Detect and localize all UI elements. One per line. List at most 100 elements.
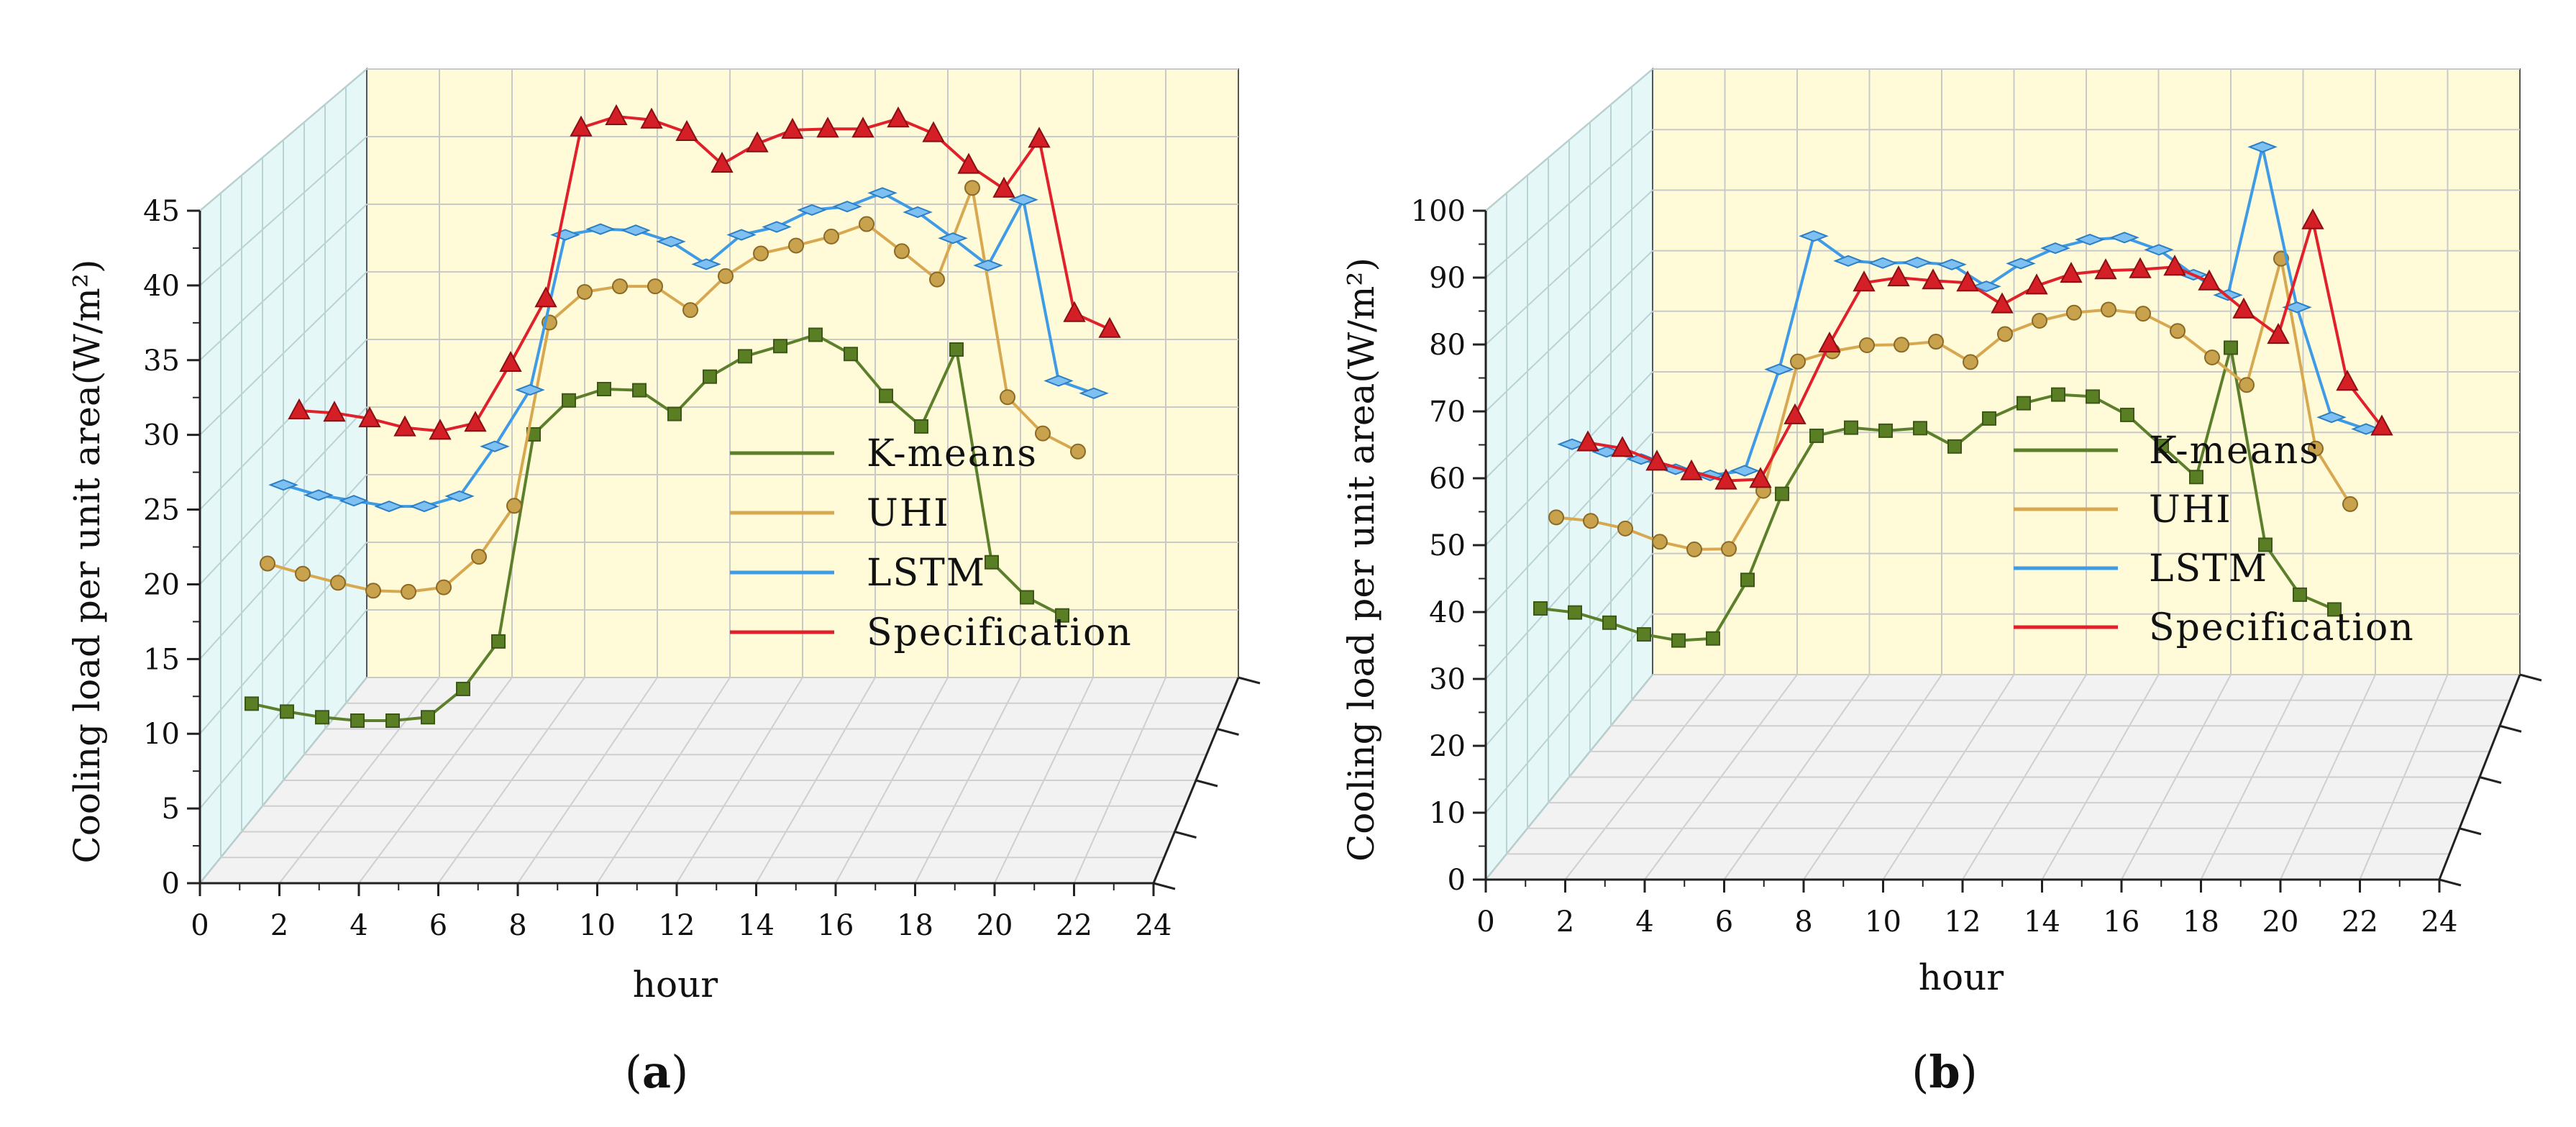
data-point [365,583,381,599]
depth-tick [2479,776,2502,784]
data-point [2370,414,2393,436]
data-point [682,302,698,319]
data-point [753,245,769,262]
data-point [471,549,487,565]
data-point [436,579,452,596]
data-point [570,115,593,137]
x-tick-label: 16 [2104,905,2140,939]
data-point [675,119,698,141]
data-point [1740,572,1755,588]
x-tick-label: 22 [1056,909,1092,942]
data-point [2239,377,2255,393]
data-point [2204,350,2220,366]
data-point [2075,234,2105,246]
data-point [1878,423,1893,438]
series-uhi [1548,250,2358,557]
data-point [1809,428,1824,443]
data-point [1055,608,1069,623]
data-point [506,498,522,514]
data-point [1913,421,1927,436]
data-point [2247,141,2278,153]
x-axis-title: hour [633,964,718,1005]
data-point [597,382,611,397]
data-point [288,398,311,419]
data-point [401,583,416,600]
series-specification [1576,208,2393,490]
y-axis: 0 5 10 15 20 25 30 35 40 45 Cooling load per unit … [66,195,201,900]
data-point [2006,257,2036,270]
data-point [797,204,827,216]
data-point [2198,269,2221,291]
x-tick-label: 8 [1794,905,1812,939]
data-point [577,283,593,300]
x-tick-label: 14 [738,909,775,942]
data-point [1749,467,1772,488]
data-point [867,187,898,199]
data-point [929,271,945,288]
x-tick-label: 2 [1556,905,1574,939]
data-point [691,258,721,270]
data-point [2051,387,2065,402]
data-point [1637,627,1651,642]
data-point [851,117,874,138]
depth-tick [1238,676,1261,685]
data-point [444,490,475,502]
data-point [456,681,470,696]
x-tick-label: 0 [1476,905,1494,939]
data-point [1833,255,1863,267]
data-point [2189,470,2203,485]
data-point [647,278,663,295]
depth-tick [2439,878,2462,887]
data-point [2109,232,2139,244]
data-point [1982,411,1996,426]
data-point [2293,587,2307,602]
data-point [1730,465,1760,477]
data-point [1020,590,1034,605]
data-point [922,121,945,142]
data-point [421,710,435,725]
legend-label: Specification [867,611,1133,654]
data-point [1602,615,1617,630]
series-k-means [1533,340,2342,648]
y-tick-label: 90 [1429,262,1466,295]
grid [199,68,1238,884]
data-point [1063,301,1086,322]
series-lstm [268,187,1109,513]
data-point [323,401,346,422]
data-point [295,565,311,582]
data-point [1000,389,1015,406]
panel-caption: (b) [1912,1046,1978,1098]
data-point [245,696,259,711]
data-point [339,495,369,507]
data-point [2258,537,2273,552]
data-point [605,104,628,125]
data-point [2316,411,2347,424]
legend-label: Specification [2149,606,2415,649]
data-point [1928,334,1944,350]
y-tick-label: 50 [1429,529,1466,562]
data-point [1818,331,1841,353]
data-point [1043,375,1074,387]
data-point [374,501,404,513]
data-point [844,347,858,362]
x-tick-label: 0 [191,909,209,942]
data-point [393,415,416,437]
legend: K-means UHI LSTM Specification [2014,429,2415,649]
data-point [1947,439,1962,454]
data-point [1783,403,1807,424]
y-axis: 0 10 20 30 40 50 60 70 80 90 100 Cooling load per u… [1340,195,1487,897]
data-point [2066,304,2082,321]
y-tick-label: 40 [1429,596,1466,629]
data-point [491,634,506,649]
data-point [788,237,804,254]
data-point [1764,363,1794,375]
data-point [1568,605,1582,620]
data-point [2336,370,2359,391]
legend-label: K-means [2149,429,2320,473]
data-point [1714,468,1737,490]
data-point [711,151,734,173]
x-tick-label: 10 [1865,905,1901,939]
data-point [1028,127,1051,148]
